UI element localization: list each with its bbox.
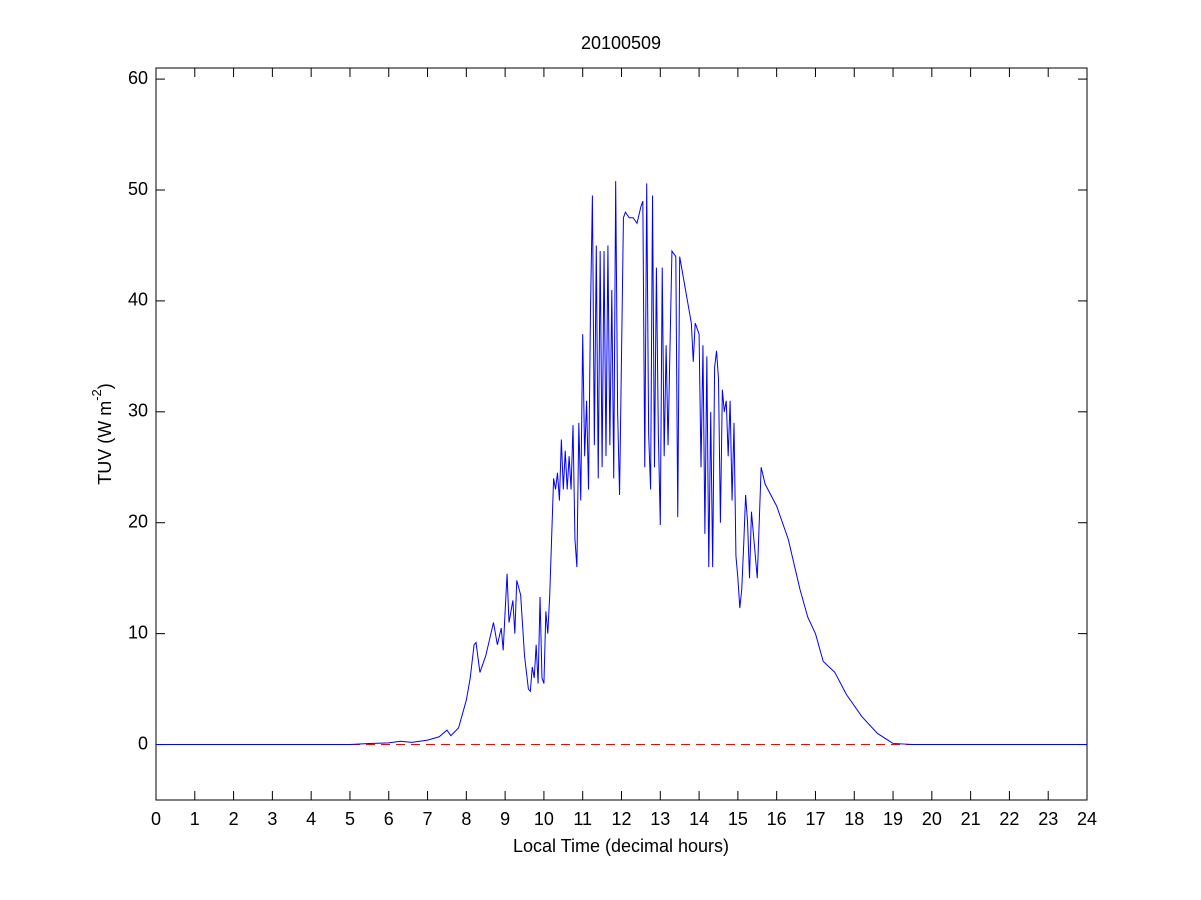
- plot-frame: [155, 67, 1088, 801]
- x-tick-label: 1: [190, 809, 200, 829]
- x-tick-label: 4: [306, 809, 316, 829]
- y-label-sup: -2: [89, 389, 104, 401]
- y-tick-label: 10: [128, 622, 148, 642]
- chart-title: 20100509: [581, 33, 661, 53]
- x-tick-label: 12: [611, 809, 631, 829]
- x-tick-label: 17: [805, 809, 825, 829]
- x-tick-label: 10: [534, 809, 554, 829]
- x-tick-label: 9: [500, 809, 510, 829]
- x-tick-label: 2: [229, 809, 239, 829]
- x-tick-label: 15: [728, 809, 748, 829]
- x-tick-label: 23: [1038, 809, 1058, 829]
- y-tick-label: 50: [128, 179, 148, 199]
- line-series: [156, 181, 1087, 746]
- x-tick-label: 13: [650, 809, 670, 829]
- x-tick-label: 20: [922, 809, 942, 829]
- x-tick-label: 14: [689, 809, 709, 829]
- x-tick-label: 3: [267, 809, 277, 829]
- x-axis-label: Local Time (decimal hours): [513, 836, 729, 856]
- x-tick-label: 24: [1077, 809, 1097, 829]
- x-tick-label: 19: [883, 809, 903, 829]
- y-label-part: TUV (W m: [95, 401, 115, 485]
- x-tick-label: 8: [461, 809, 471, 829]
- y-tick-label: 0: [138, 733, 148, 753]
- x-tick-label: 11: [573, 809, 592, 829]
- y-tick-label: 20: [128, 511, 148, 531]
- y-tick-label: 30: [128, 401, 148, 421]
- x-tick-label: 21: [961, 809, 981, 829]
- x-tick-label: 7: [423, 809, 433, 829]
- y-tick-label: 40: [128, 290, 148, 310]
- x-tick-label: 6: [384, 809, 394, 829]
- y-label-part: ): [95, 383, 115, 389]
- x-tick-label: 0: [151, 809, 161, 829]
- x-tick-label: 18: [844, 809, 864, 829]
- x-tick-label: 16: [767, 809, 787, 829]
- y-tick-label: 60: [128, 68, 148, 88]
- y-axis-label: TUV (W m-2): [89, 383, 114, 485]
- x-tick-label: 5: [345, 809, 355, 829]
- x-tick-label: 22: [999, 809, 1019, 829]
